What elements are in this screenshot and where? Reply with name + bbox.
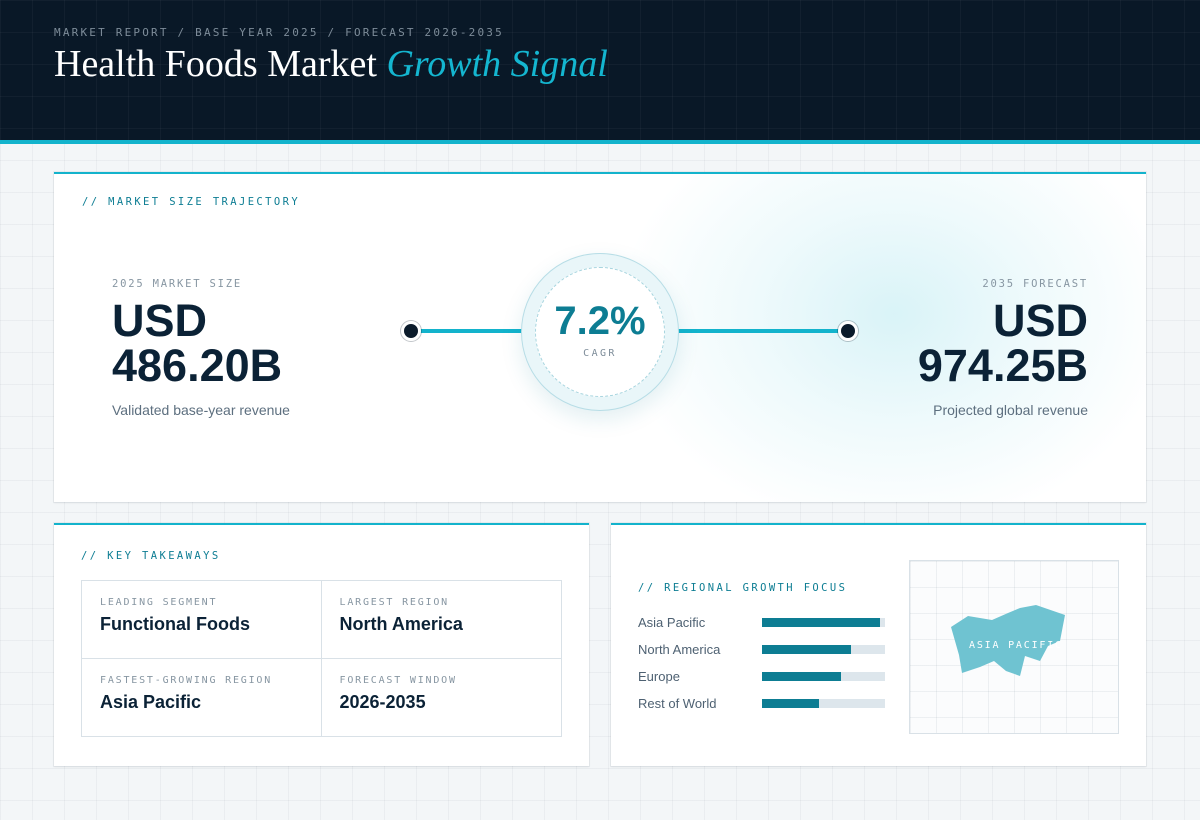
forecast-currency: USD xyxy=(992,295,1088,346)
region-map-graphic xyxy=(951,605,1065,676)
forecast-amount: 974.25B xyxy=(917,340,1088,391)
region-bar-track xyxy=(762,672,885,681)
region-label: Rest of World xyxy=(638,696,717,711)
regional-section-label: // REGIONAL GROWTH FOCUS xyxy=(638,582,848,594)
takeaway-value: Functional Foods xyxy=(100,614,250,634)
key-takeaways-card: // KEY TAKEAWAYS LEADING SEGMENT Functio… xyxy=(54,523,589,766)
base-year-caption: 2025 MARKET SIZE xyxy=(112,278,242,290)
cagr-badge-inner: 7.2% CAGR xyxy=(535,267,665,397)
takeaways-grid: LEADING SEGMENT Functional Foods LARGEST… xyxy=(81,580,562,737)
takeaway-value: 2026-2035 xyxy=(339,691,426,712)
takeaway-fastest-growing-region: FASTEST-GROWING REGION Asia Pacific xyxy=(82,658,322,736)
trajectory-section-label: // MARKET SIZE TRAJECTORY xyxy=(82,196,301,208)
region-row-asia-pacific: Asia Pacific xyxy=(638,615,886,642)
forecast-subtitle: Projected global revenue xyxy=(933,402,1088,418)
region-row-north-america: North America xyxy=(638,642,886,669)
background-glow xyxy=(614,174,1146,502)
region-bar-fill xyxy=(762,699,819,708)
trajectory-start-dot xyxy=(401,321,421,341)
region-bar-track xyxy=(762,645,885,654)
region-row-rest-of-world: Rest of World xyxy=(638,696,886,723)
map-highlight-label: ASIA PACIFIC xyxy=(969,640,1063,651)
forecast-stat: 2035 FORECAST USD 974.25B Projected glob… xyxy=(918,278,1088,418)
takeaway-caption: FASTEST-GROWING REGION xyxy=(100,674,273,686)
breadcrumb: MARKET REPORT / BASE YEAR 2025 / FORECAS… xyxy=(54,26,504,39)
base-year-subtitle: Validated base-year revenue xyxy=(112,402,290,418)
takeaway-largest-region: LARGEST REGION North America xyxy=(321,581,561,659)
region-label: North America xyxy=(638,642,721,657)
region-bar-fill xyxy=(762,645,851,654)
cagr-label: CAGR xyxy=(583,348,617,359)
takeaway-caption: LEADING SEGMENT xyxy=(100,597,218,608)
region-bar-track xyxy=(762,699,885,708)
page-title: Health Foods Market Growth Signal xyxy=(54,42,608,86)
base-year-currency: USD xyxy=(112,295,208,346)
takeaway-forecast-window: FORECAST WINDOW 2026-2035 xyxy=(322,659,562,737)
trajectory-end-dot xyxy=(838,321,858,341)
market-size-trajectory-card: // MARKET SIZE TRAJECTORY 2025 MARKET SI… xyxy=(54,172,1146,502)
forecast-caption: 2035 FORECAST xyxy=(982,278,1088,290)
takeaways-section-label: // KEY TAKEAWAYS xyxy=(81,550,221,562)
page-title-main: Health Foods Market xyxy=(54,43,377,85)
page-title-accent: Growth Signal xyxy=(386,43,608,85)
cagr-value: 7.2% xyxy=(554,299,646,343)
forecast-value: USD 974.25B xyxy=(918,298,1088,388)
cagr-badge: 7.2% CAGR xyxy=(521,253,679,411)
region-bar-track xyxy=(762,618,885,627)
base-year-value: USD 486.20B xyxy=(112,298,290,388)
region-label: Europe xyxy=(638,669,680,684)
base-year-stat: 2025 MARKET SIZE USD 486.20B Validated b… xyxy=(112,278,290,418)
region-bar-list: Asia Pacific North America Europe Rest o… xyxy=(638,615,886,723)
takeaway-value: Asia Pacific xyxy=(100,691,202,712)
takeaway-caption: LARGEST REGION xyxy=(339,597,449,608)
region-bar-fill xyxy=(762,618,881,627)
region-bar-fill xyxy=(762,672,841,681)
base-year-amount: 486.20B xyxy=(112,340,283,391)
region-label: Asia Pacific xyxy=(638,615,706,630)
region-map: ASIA PACIFIC xyxy=(909,560,1119,734)
asia-pacific-region-shape xyxy=(951,605,1065,676)
region-row-europe: Europe xyxy=(638,669,886,696)
takeaway-leading-segment: LEADING SEGMENT Functional Foods xyxy=(82,581,322,659)
regional-growth-card: // REGIONAL GROWTH FOCUS Asia Pacific No… xyxy=(611,523,1146,766)
takeaway-value: North America xyxy=(339,614,463,634)
report-header: MARKET REPORT / BASE YEAR 2025 / FORECAS… xyxy=(0,0,1200,144)
takeaway-caption: FORECAST WINDOW xyxy=(339,674,457,686)
